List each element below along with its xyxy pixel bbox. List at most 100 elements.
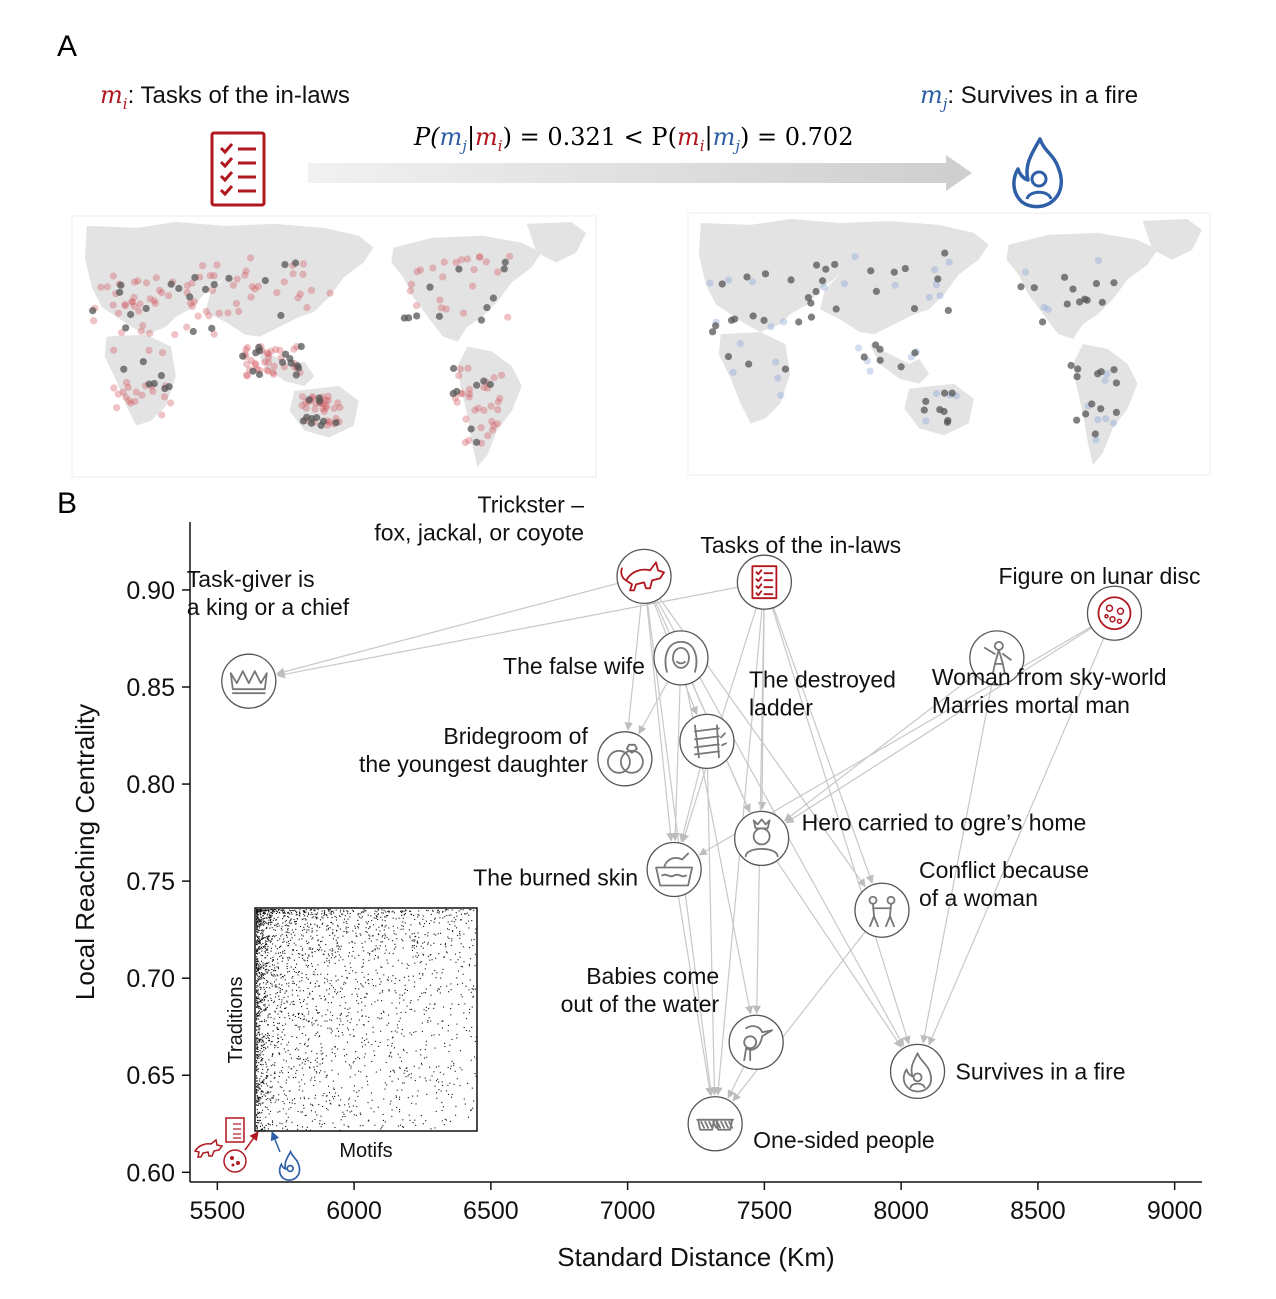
matrix-cell [261,1080,263,1082]
matrix-cell [296,1036,298,1039]
left-title-sub: i [123,95,128,113]
matrix-cell [267,1015,269,1017]
matrix-cell [317,939,319,941]
matrix-cell [356,1106,358,1108]
matrix-cell [304,1083,306,1085]
matrix-cell [257,990,259,992]
matrix-cell [258,929,260,931]
matrix-cell [256,1023,258,1025]
matrix-cell [316,1065,318,1067]
matrix-cell [340,1119,342,1121]
matrix-cell [391,1109,393,1111]
matrix-cell [435,1092,438,1094]
matrix-cell [261,1102,263,1104]
matrix-cell [386,936,388,939]
matrix-cell [256,1064,258,1066]
matrix-cell [289,920,291,922]
matrix-cell [257,917,259,919]
map-dot [296,290,304,298]
matrix-cell [427,943,429,945]
matrix-cell [334,1055,337,1057]
matrix-cell [430,994,432,996]
matrix-cell [433,933,435,935]
matrix-cell [267,1075,269,1077]
matrix-cell [317,985,320,987]
matrix-cell [278,987,280,989]
matrix-cell [268,919,270,921]
matrix-cell [266,1071,268,1073]
matrix-cell [256,962,258,964]
matrix-cell [448,937,450,939]
matrix-cell [305,973,307,976]
matrix-cell [350,1067,352,1069]
matrix-cell [259,993,261,995]
map-dot [840,280,849,288]
matrix-cell [281,1086,283,1088]
matrix-cell [376,947,378,949]
checklist-icon [210,131,266,207]
matrix-cell [307,1057,309,1059]
matrix-cell [293,1000,295,1002]
matrix-cell [404,910,406,912]
matrix-cell [278,925,280,927]
matrix-cell [256,971,258,973]
map-dot [832,305,840,313]
matrix-cell [259,1015,261,1017]
map-dot [298,401,306,410]
matrix-cell [456,983,459,985]
matrix-cell [379,1018,381,1020]
matrix-cell [422,942,424,944]
matrix-cell [258,1034,261,1036]
matrix-cell [346,1041,348,1043]
matrix-cell [345,969,347,972]
matrix-cell [341,913,343,915]
eq-close-2: ) = 0.702 [740,123,853,151]
matrix-cell [258,1029,260,1031]
matrix-cell [361,1009,363,1011]
matrix-cell [327,1027,329,1029]
matrix-cell [314,974,316,976]
matrix-cell [297,1058,299,1060]
matrix-cell [437,1078,439,1080]
matrix-cell [282,912,284,914]
matrix-cell [282,1066,284,1068]
matrix-cell [349,1007,351,1009]
matrix-cell [382,1119,385,1121]
matrix-cell [262,1041,264,1043]
matrix-cell [268,921,270,924]
matrix-cell [256,1070,258,1072]
map-dot [1073,373,1081,381]
matrix-cell [321,940,323,942]
matrix-cell [339,911,341,913]
matrix-cell [276,986,278,988]
matrix-cell [259,1125,262,1127]
matrix-cell [305,1052,307,1054]
matrix-cell [420,945,422,947]
matrix-cell [326,957,328,959]
matrix-cell [261,929,263,931]
left-title-m: m [100,81,123,109]
matrix-cell [438,1089,440,1091]
matrix-cell [274,1064,276,1066]
matrix-cell [474,1040,476,1043]
map-dot [465,436,473,445]
matrix-cell [314,1020,317,1022]
map-dot [272,345,280,354]
matrix-cell [264,1005,266,1007]
matrix-cell [315,913,317,916]
matrix-cell [335,1035,337,1037]
matrix-cell [291,994,293,996]
matrix-cell [342,959,344,961]
map-dot [206,271,214,280]
matrix-cell [274,967,276,969]
map-dot [124,383,132,391]
matrix-cell [317,940,319,942]
matrix-cell [260,999,262,1002]
matrix-cell [286,1000,288,1002]
matrix-cell [472,996,474,998]
matrix-cell [471,1087,473,1089]
matrix-cell [394,982,396,985]
matrix-cell [267,1108,269,1111]
matrix-cell [388,952,390,954]
matrix-cell [264,1010,266,1012]
